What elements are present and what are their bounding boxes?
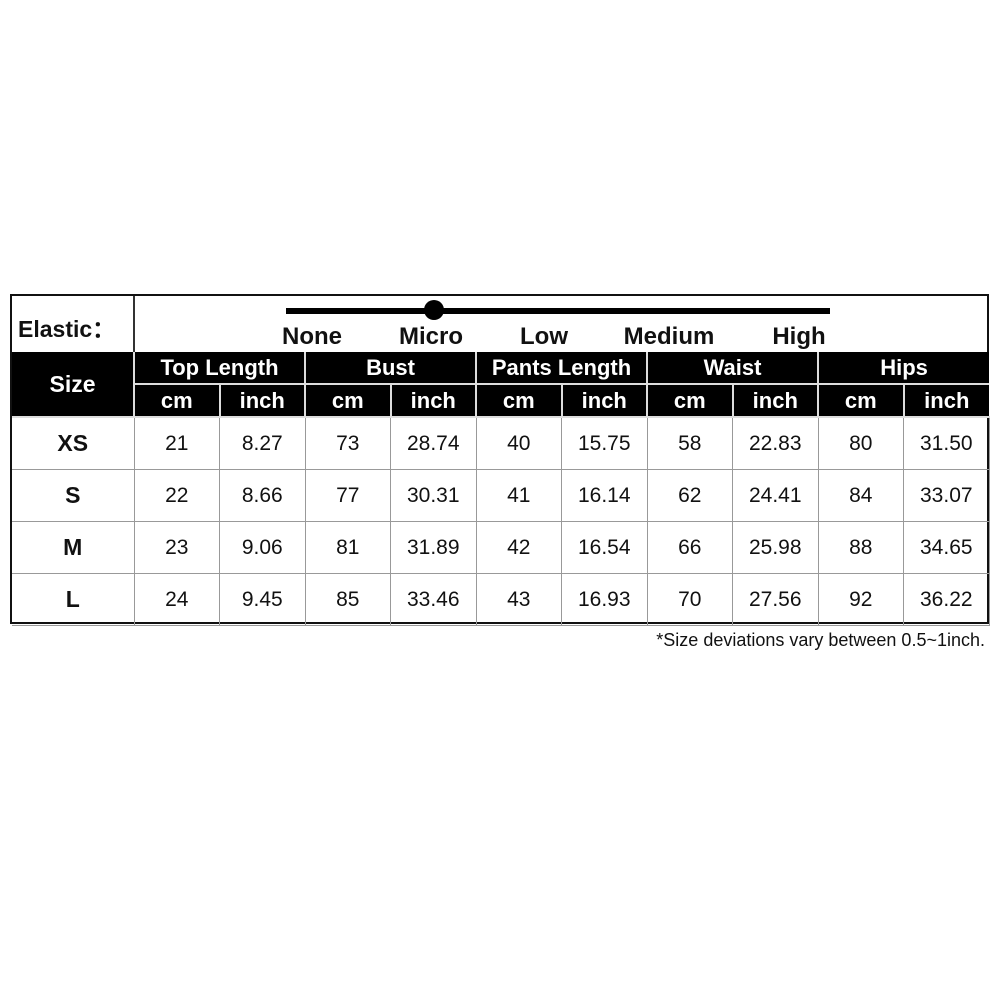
column-group-header: Pants Length bbox=[475, 352, 648, 385]
table-row: M 23 9.06 81 31.89 42 16.54 66 25.98 88 34.65 bbox=[12, 521, 990, 574]
value-cell: 36.22 bbox=[903, 573, 990, 626]
elastic-level: Medium bbox=[623, 323, 715, 350]
value-cell: 23 bbox=[133, 521, 220, 574]
unit-header-cm: cm bbox=[133, 384, 220, 418]
value-cell: 8.27 bbox=[219, 416, 306, 470]
value-cell: 88 bbox=[817, 521, 905, 574]
column-group-header: Top Length bbox=[133, 352, 305, 385]
elastic-level: None bbox=[282, 323, 342, 350]
elastic-level: High bbox=[772, 323, 826, 350]
value-cell: 42 bbox=[475, 521, 563, 574]
column-group-header: Waist bbox=[646, 352, 819, 385]
elastic-level: Low bbox=[520, 323, 568, 350]
value-cell: 58 bbox=[646, 416, 734, 470]
value-cell: 9.45 bbox=[219, 573, 306, 626]
value-cell: 25.98 bbox=[732, 521, 819, 574]
value-cell: 92 bbox=[817, 573, 905, 626]
unit-header-inch: inch bbox=[902, 384, 990, 418]
elastic-label: Elastic： bbox=[18, 316, 116, 342]
value-cell: 41 bbox=[475, 469, 563, 522]
value-cell: 81 bbox=[304, 521, 391, 574]
table-row: XS 21 8.27 73 28.74 40 15.75 58 22.83 80 31.50 bbox=[12, 416, 990, 470]
value-cell: 80 bbox=[817, 416, 905, 470]
value-cell: 31.89 bbox=[390, 521, 477, 574]
value-cell: 33.46 bbox=[390, 573, 477, 626]
unit-header-inch: inch bbox=[560, 384, 648, 418]
value-cell: 73 bbox=[304, 416, 391, 470]
elastic-indicator bbox=[424, 300, 444, 320]
value-cell: 66 bbox=[646, 521, 734, 574]
value-cell: 24.41 bbox=[732, 469, 819, 522]
value-cell: 16.93 bbox=[561, 573, 648, 626]
value-cell: 33.07 bbox=[903, 469, 990, 522]
unit-header-cm: cm bbox=[304, 384, 391, 418]
column-group-header: Hips bbox=[817, 352, 990, 385]
size-cell: S bbox=[12, 469, 135, 522]
value-cell: 31.50 bbox=[903, 416, 990, 470]
value-cell: 16.14 bbox=[561, 469, 648, 522]
unit-header-inch: inch bbox=[389, 384, 477, 418]
value-cell: 77 bbox=[304, 469, 391, 522]
elastic-row: Elastic： None Micro Low Medium High bbox=[12, 296, 987, 354]
elastic-level: Micro bbox=[398, 323, 464, 350]
value-cell: 22 bbox=[133, 469, 220, 522]
divider bbox=[133, 296, 135, 352]
value-cell: 15.75 bbox=[561, 416, 648, 470]
value-cell: 85 bbox=[304, 573, 391, 626]
value-cell: 62 bbox=[646, 469, 734, 522]
value-cell: 9.06 bbox=[219, 521, 306, 574]
table-row: L 24 9.45 85 33.46 43 16.93 70 27.56 92 36.22 bbox=[12, 573, 990, 626]
size-cell: XS bbox=[12, 416, 135, 470]
size-cell: L bbox=[12, 573, 135, 626]
value-cell: 22.83 bbox=[732, 416, 819, 470]
value-cell: 27.56 bbox=[732, 573, 819, 626]
value-cell: 34.65 bbox=[903, 521, 990, 574]
value-cell: 16.54 bbox=[561, 521, 648, 574]
column-group-header: Bust bbox=[303, 352, 477, 385]
value-cell: 40 bbox=[475, 416, 563, 470]
unit-header-cm: cm bbox=[475, 384, 562, 418]
value-cell: 24 bbox=[133, 573, 220, 626]
size-table: Size Top Length Bust Pants Length Waist Hips c… bbox=[12, 352, 990, 626]
value-cell: 8.66 bbox=[219, 469, 306, 522]
unit-header-cm: cm bbox=[817, 384, 904, 418]
value-cell: 30.31 bbox=[390, 469, 477, 522]
size-note: *Size deviations vary between 0.5~1inch. bbox=[656, 630, 985, 650]
unit-header-cm: cm bbox=[646, 384, 733, 418]
value-cell: 70 bbox=[646, 573, 734, 626]
value-cell: 84 bbox=[817, 469, 905, 522]
value-cell: 43 bbox=[475, 573, 563, 626]
value-cell: 28.74 bbox=[390, 416, 477, 470]
table-row: S 22 8.66 77 30.31 41 16.14 62 24.41 84 33.07 bbox=[12, 469, 990, 522]
elastic-scale bbox=[286, 308, 830, 314]
unit-header-inch: inch bbox=[218, 384, 305, 418]
unit-header-inch: inch bbox=[731, 384, 819, 418]
size-cell: M bbox=[12, 521, 135, 574]
value-cell: 21 bbox=[133, 416, 220, 470]
size-header: Size bbox=[12, 352, 134, 418]
size-chart: Elastic： None Micro Low Medium High Size… bbox=[10, 294, 990, 626]
